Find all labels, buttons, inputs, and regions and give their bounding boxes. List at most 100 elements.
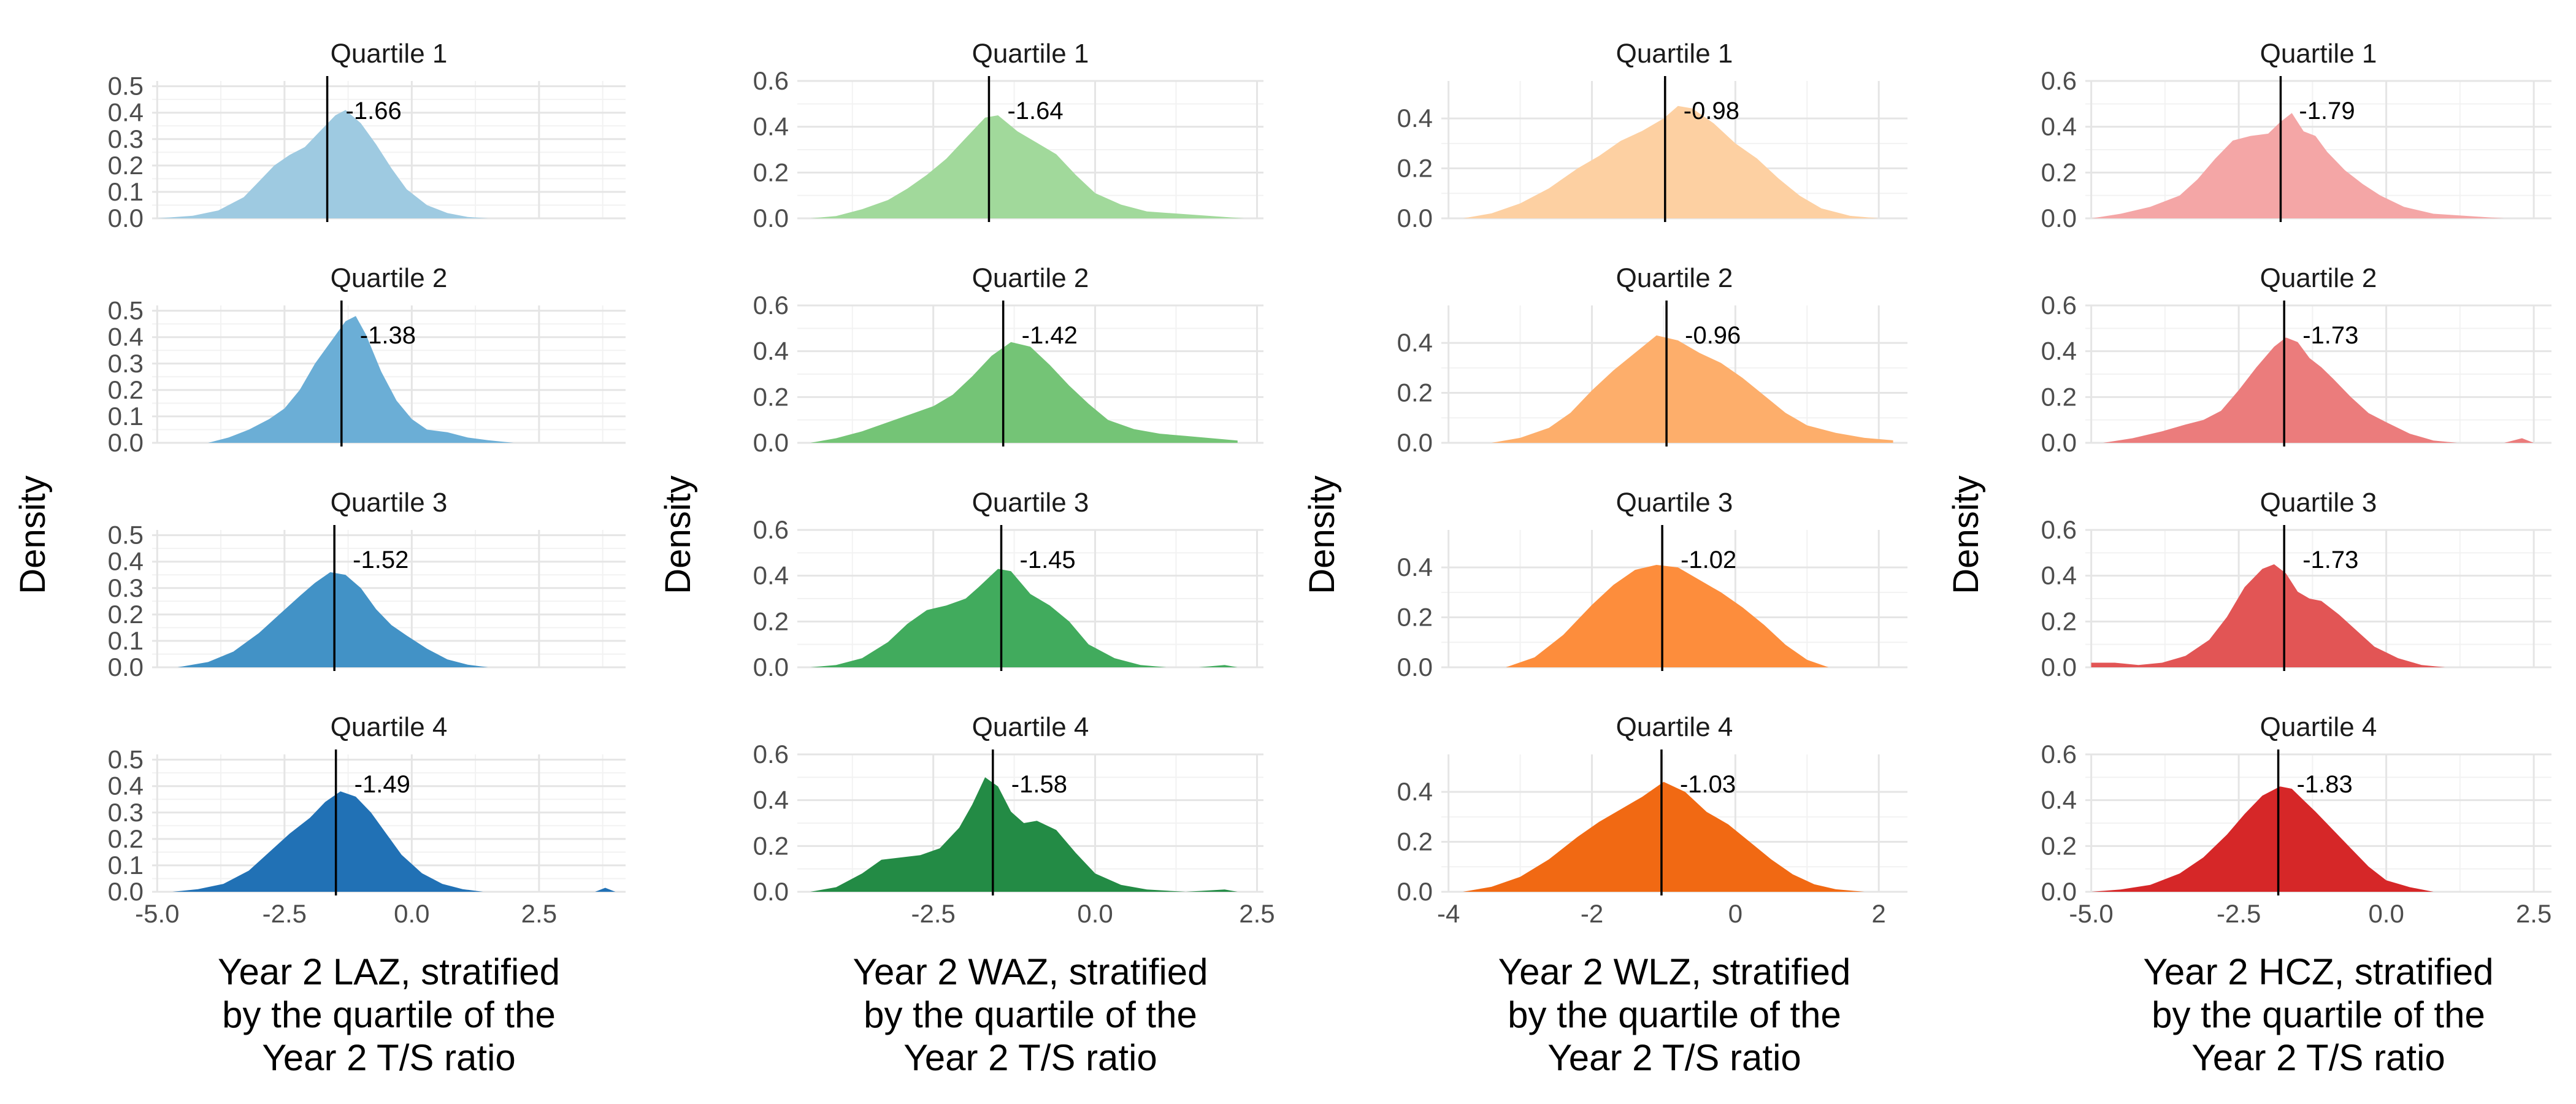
- y-tick-label: 0.5: [108, 296, 144, 325]
- panel-title: Quartile 3: [2260, 488, 2377, 518]
- y-tick-label: 0.6: [2041, 291, 2077, 320]
- y-tick-label: 0.4: [2041, 337, 2077, 366]
- y-tick-label: 0.0: [1397, 428, 1433, 457]
- x-axis-title: Year 2 T/S ratio: [262, 1037, 516, 1078]
- chart-group-4: 0.0 0.2 0.4 0.6 -1.79 Quartile 1 0.0 0.2 0.4 0.6 -…: [1946, 39, 2551, 1078]
- y-tick-label: 0.4: [753, 561, 789, 590]
- y-tick-label: 0.6: [753, 515, 789, 544]
- mean-label: -0.96: [1685, 322, 1741, 349]
- density-panel: 0.0 0.2 0.4 0.6 -1.73 Quartile 3: [2041, 488, 2551, 681]
- y-tick-label: 0.6: [2041, 66, 2077, 95]
- x-axis-title: Year 2 WAZ, stratified: [853, 951, 1208, 992]
- mean-label: -1.03: [1680, 771, 1736, 798]
- x-tick-label: 0.0: [2368, 899, 2404, 928]
- y-tick-label: 0.0: [108, 653, 144, 681]
- x-tick-label: 0: [1728, 899, 1742, 928]
- panel-title: Quartile 4: [2260, 712, 2377, 742]
- y-tick-label: 0.0: [108, 877, 144, 906]
- density-panel: 0.0 0.2 0.4 0.6 -1.42 Quartile 2: [753, 263, 1263, 457]
- y-tick-label: 0.3: [108, 125, 144, 153]
- panel-title: Quartile 2: [972, 263, 1089, 293]
- density-panel: 0.00.10.20.30.40.5 -1.38 Quartile 2: [108, 263, 626, 457]
- y-tick-label: 0.2: [2041, 382, 2077, 411]
- density-panel: 0.00.10.20.30.40.5 -1.49 Quartile 4: [108, 712, 626, 906]
- y-tick-label: 0.0: [753, 428, 789, 457]
- y-tick-label: 0.6: [753, 291, 789, 320]
- y-tick-label: 0.4: [753, 786, 789, 815]
- y-tick-label: 0.1: [108, 177, 144, 206]
- panel-title: Quartile 2: [331, 263, 448, 293]
- x-tick-label: 2.5: [2516, 899, 2551, 928]
- panel-title: Quartile 1: [331, 39, 448, 69]
- density-area: [810, 777, 1238, 892]
- y-tick-label: 0.3: [108, 349, 144, 378]
- panel-title: Quartile 4: [331, 712, 448, 742]
- mean-label: -1.73: [2302, 322, 2358, 349]
- x-axis-title: Year 2 T/S ratio: [903, 1037, 1157, 1078]
- chart-group-3: 0.0 0.2 0.4 -0.98 Quartile 1 0.0 0.2 0.4 -0.96 Qu…: [1302, 39, 1907, 1078]
- density-panel: 0.0 0.2 0.4 0.6 -1.79 Quartile 1: [2041, 39, 2551, 232]
- y-tick-label: 0.4: [2041, 786, 2077, 815]
- x-axis-title: Year 2 T/S ratio: [2191, 1037, 2445, 1078]
- y-tick-label: 0.6: [2041, 515, 2077, 544]
- density-area: [208, 316, 514, 443]
- y-tick-label: 0.0: [753, 204, 789, 232]
- y-tick-label: 0.2: [1397, 603, 1433, 632]
- mean-label: -1.45: [1020, 546, 1076, 573]
- y-tick-label: 0.0: [108, 428, 144, 457]
- mean-label: -1.66: [346, 98, 402, 125]
- density-area: [1463, 105, 1879, 218]
- y-tick-label: 0.6: [2041, 740, 2077, 769]
- y-tick-label: 0.4: [108, 547, 144, 576]
- y-tick-label: 0.2: [2041, 158, 2077, 186]
- y-tick-label: 0.5: [108, 72, 144, 101]
- y-tick-label: 0.4: [1397, 777, 1433, 806]
- density-panel: 0.0 0.2 0.4 -1.03 Quartile 4: [1397, 712, 1907, 906]
- y-tick-label: 0.3: [108, 798, 144, 827]
- mean-label: -1.64: [1007, 98, 1063, 125]
- y-tick-label: 0.2: [108, 600, 144, 629]
- density-area: [1506, 565, 1886, 667]
- y-tick-label: 0.4: [1397, 104, 1433, 132]
- density-panel: 0.0 0.2 0.4 0.6 -1.83 Quartile 4: [2041, 712, 2551, 906]
- y-tick-label: 0.0: [2041, 877, 2077, 906]
- y-tick-label: 0.0: [2041, 204, 2077, 232]
- density-area: [177, 572, 488, 667]
- density-panel: 0.0 0.2 0.4 -1.02 Quartile 3: [1397, 488, 1907, 681]
- density-panel: 0.00.10.20.30.40.5 -1.66 Quartile 1: [108, 39, 626, 232]
- y-tick-label: 0.4: [108, 98, 144, 127]
- y-tick-label: 0.0: [2041, 428, 2077, 457]
- y-tick-label: 0.6: [753, 740, 789, 769]
- y-tick-label: 0.4: [753, 337, 789, 366]
- y-tick-label: 0.2: [753, 382, 789, 411]
- y-tick-label: 0.1: [108, 626, 144, 655]
- x-axis-title: by the quartile of the: [222, 994, 556, 1035]
- density-area: [810, 342, 1238, 443]
- mean-label: -0.98: [1684, 98, 1739, 125]
- density-panel: 0.00.10.20.30.40.5 -1.52 Quartile 3: [108, 488, 626, 681]
- x-axis-title: by the quartile of the: [864, 994, 1197, 1035]
- y-tick-label: 0.0: [753, 877, 789, 906]
- x-tick-label: 2.5: [521, 899, 557, 928]
- y-tick-label: 0.4: [108, 323, 144, 351]
- y-tick-label: 0.0: [1397, 653, 1433, 681]
- panel-title: Quartile 2: [1616, 263, 1733, 293]
- panel-title: Quartile 1: [2260, 39, 2377, 69]
- density-area: [2103, 337, 2534, 443]
- y-tick-label: 0.2: [753, 158, 789, 186]
- y-tick-label: 0.4: [2041, 561, 2077, 590]
- y-tick-label: 0.2: [108, 151, 144, 180]
- x-tick-label: -4: [1437, 899, 1460, 928]
- x-tick-label: 2.5: [1239, 899, 1275, 928]
- y-tick-label: 0.4: [1397, 328, 1433, 357]
- panel-title: Quartile 3: [1616, 488, 1733, 518]
- density-area: [2091, 113, 2504, 218]
- density-panel: 0.0 0.2 0.4 0.6 -1.45 Quartile 3: [753, 488, 1263, 681]
- y-tick-label: 0.0: [1397, 204, 1433, 232]
- mean-label: -1.73: [2302, 546, 2358, 573]
- x-tick-label: -2: [1581, 899, 1603, 928]
- y-tick-label: 0.2: [1397, 827, 1433, 856]
- mean-label: -1.38: [360, 322, 416, 349]
